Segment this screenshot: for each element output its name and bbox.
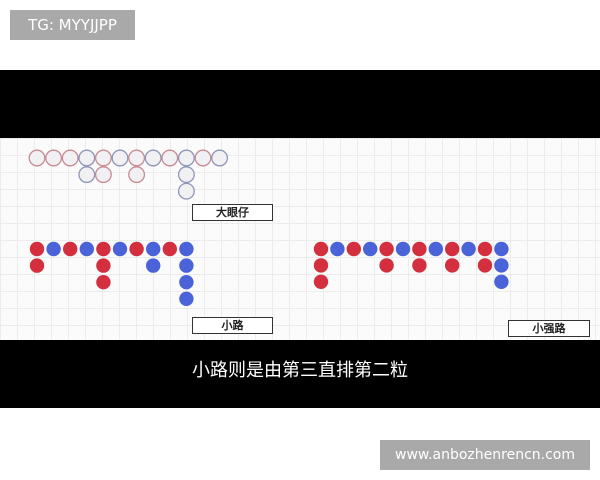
- subtitle: 小路则是由第三直排第二粒: [192, 360, 408, 381]
- red-bead: [162, 241, 177, 257]
- red-bead: [62, 241, 78, 257]
- red-bead: [477, 258, 493, 273]
- watermark-site: www.anbozhenrencn.com: [380, 440, 590, 470]
- blue-bead: [112, 241, 128, 257]
- red-bead: [29, 241, 45, 257]
- red-bead: [96, 258, 111, 273]
- video-bottom-band: [0, 340, 600, 408]
- red-bead: [29, 258, 45, 273]
- red-bead: [313, 241, 329, 257]
- label-small-road: 小路: [192, 317, 273, 334]
- blue-bead: [395, 241, 411, 257]
- red-bead: [94, 166, 112, 184]
- blue-bead: [177, 149, 195, 167]
- red-bead: [313, 258, 329, 273]
- red-bead: [477, 241, 493, 257]
- blue-bead: [46, 241, 61, 257]
- red-bead: [379, 258, 394, 273]
- blue-bead: [494, 241, 509, 257]
- blue-bead: [179, 258, 194, 273]
- blue-bead: [179, 275, 194, 290]
- whiteboard: [0, 138, 600, 340]
- blue-bead: [494, 258, 509, 273]
- red-bead: [313, 274, 329, 289]
- blue-bead: [111, 149, 129, 167]
- blue-bead: [177, 182, 195, 200]
- blue-bead: [146, 241, 161, 257]
- red-bead: [128, 149, 146, 167]
- red-bead: [379, 241, 394, 257]
- red-bead: [61, 149, 79, 167]
- blue-bead: [428, 241, 443, 257]
- blue-bead: [211, 149, 229, 167]
- red-bead: [346, 241, 361, 257]
- blue-bead: [363, 241, 378, 257]
- red-bead: [96, 241, 111, 257]
- blue-bead: [177, 166, 195, 184]
- red-bead: [94, 149, 112, 167]
- watermark-tg: TG: MYYJJPP: [10, 10, 135, 40]
- label-cockroach-road: 小强路: [508, 320, 590, 337]
- blue-bead: [146, 258, 161, 273]
- blue-bead: [330, 241, 345, 257]
- red-bead: [45, 149, 63, 167]
- blue-bead: [144, 149, 162, 167]
- red-bead: [129, 241, 144, 257]
- blue-bead: [79, 241, 95, 257]
- red-bead: [28, 149, 46, 167]
- blue-bead: [78, 166, 96, 184]
- red-bead: [445, 241, 460, 257]
- blue-bead: [78, 149, 96, 167]
- red-bead: [194, 149, 212, 167]
- label-big-eye: 大眼仔: [192, 204, 273, 221]
- red-bead: [412, 241, 427, 257]
- blue-bead: [179, 291, 194, 306]
- red-bead: [161, 149, 179, 167]
- video-top-band: [0, 70, 600, 138]
- red-bead: [445, 258, 460, 273]
- red-bead: [128, 166, 146, 184]
- blue-bead: [494, 274, 509, 289]
- red-bead: [412, 258, 427, 273]
- red-bead: [96, 275, 111, 290]
- blue-bead: [461, 241, 476, 257]
- blue-bead: [179, 241, 194, 257]
